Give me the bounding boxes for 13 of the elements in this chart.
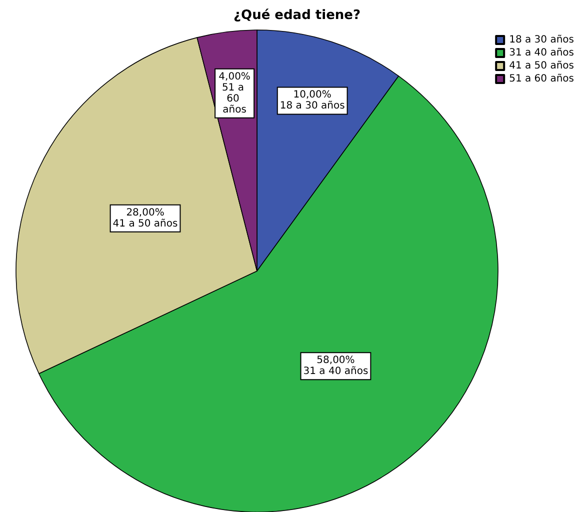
legend-label: 18 a 30 años — [509, 34, 574, 46]
slice-label: 31 a 40 años — [303, 366, 368, 378]
slice-label: 41 a 50 años — [112, 218, 178, 230]
data-label: 10,00% — [293, 90, 332, 101]
slice-label: 51 a 60 años — [222, 82, 248, 116]
data-label: 58,00% — [316, 355, 355, 366]
legend-label: 41 a 50 años — [509, 60, 574, 72]
slice-label: 18 a 30 años — [280, 100, 345, 112]
legend-label: 51 a 60 años — [509, 74, 574, 84]
legend-label: 31 a 40 años — [509, 48, 574, 58]
chart-title: ¿Qué edad tiene? — [233, 8, 361, 23]
data-label: 4,00% — [218, 71, 250, 82]
data-label: 28,00% — [126, 207, 164, 218]
